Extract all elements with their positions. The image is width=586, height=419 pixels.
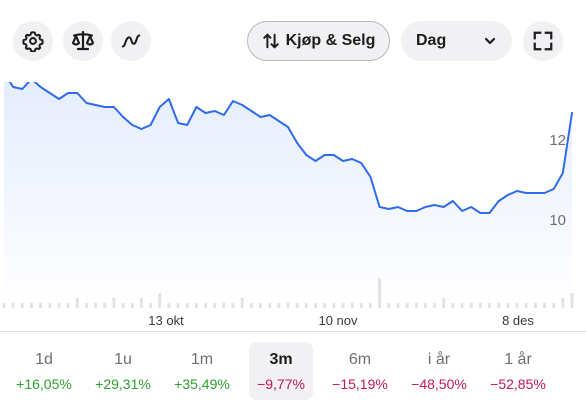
fullscreen-button[interactable] bbox=[523, 21, 563, 61]
gear-icon bbox=[22, 31, 44, 52]
up-down-arrows-icon bbox=[262, 33, 279, 49]
interval-select-value: Dag bbox=[416, 32, 447, 49]
x-tick-label: 10 nov bbox=[318, 313, 358, 328]
y-tick-label: 12 bbox=[549, 132, 566, 149]
period-tab-0[interactable]: 1d +16,05% bbox=[12, 342, 76, 400]
period-tab-change: −48,50% bbox=[411, 375, 467, 392]
period-tabs: 1d +16,05% 1u +29,31% 1m +35,49% 3m −9,77% 6m −15… bbox=[0, 342, 586, 400]
period-tab-2[interactable]: 1m +35,49% bbox=[170, 342, 234, 400]
period-tab-label: 1u bbox=[114, 350, 132, 368]
squiggle-icon bbox=[121, 34, 141, 48]
chevron-down-icon bbox=[484, 37, 496, 45]
chart-toolbar: Kjøp & Selg Dag bbox=[0, 0, 586, 82]
x-tick-label: 8 des bbox=[502, 313, 534, 328]
scale-icon bbox=[71, 30, 95, 51]
period-tab-change: +29,31% bbox=[95, 375, 151, 392]
price-chart[interactable]: 12 10 13 okt 10 nov 8 des bbox=[0, 82, 586, 332]
price-line bbox=[8, 82, 573, 214]
chart-divider bbox=[0, 331, 586, 332]
period-tab-label: 3m bbox=[269, 350, 293, 368]
buy-sell-button[interactable]: Kjøp & Selg bbox=[247, 21, 390, 61]
x-tick-label: 13 okt bbox=[148, 313, 184, 328]
y-tick-label: 10 bbox=[549, 212, 566, 229]
expand-icon bbox=[533, 31, 553, 51]
period-tab-1[interactable]: 1u +29,31% bbox=[91, 342, 155, 400]
period-tab-3[interactable]: 3m −9,77% bbox=[249, 342, 313, 400]
period-tab-6[interactable]: 1 år −52,85% bbox=[486, 342, 550, 400]
compare-button[interactable] bbox=[63, 21, 103, 61]
period-tab-label: 1d bbox=[35, 350, 53, 368]
indicator-button[interactable] bbox=[111, 21, 151, 61]
interval-select[interactable]: Dag bbox=[401, 21, 512, 61]
price-chart-svg: 12 10 13 okt 10 nov 8 des bbox=[2, 82, 574, 328]
x-axis-labels: 13 okt 10 nov 8 des bbox=[148, 313, 534, 328]
buy-sell-label: Kjøp & Selg bbox=[285, 32, 376, 49]
period-tab-change: +16,05% bbox=[16, 375, 72, 392]
period-tab-label: i år bbox=[427, 350, 451, 368]
price-area bbox=[4, 82, 572, 308]
y-axis-labels: 12 10 bbox=[549, 132, 566, 229]
period-tab-change: −15,19% bbox=[332, 375, 388, 392]
period-tab-4[interactable]: 6m −15,19% bbox=[328, 342, 392, 400]
period-tab-change: −9,77% bbox=[257, 375, 305, 392]
period-tab-5[interactable]: i år −48,50% bbox=[407, 342, 471, 400]
period-tab-change: −52,85% bbox=[490, 375, 546, 392]
settings-button[interactable] bbox=[13, 21, 53, 61]
period-tab-label: 1m bbox=[190, 350, 214, 368]
period-tab-label: 6m bbox=[348, 350, 372, 368]
period-tab-change: +35,49% bbox=[174, 375, 230, 392]
period-tab-label: 1 år bbox=[504, 350, 532, 368]
